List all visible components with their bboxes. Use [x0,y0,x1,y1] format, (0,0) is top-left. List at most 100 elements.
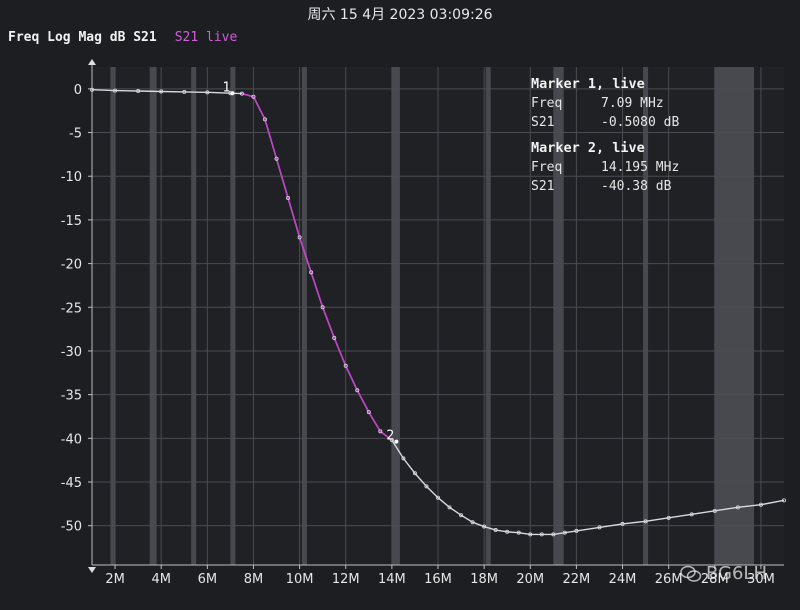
s21-point-44 [758,502,763,507]
s21-point-11 [286,196,291,201]
s21-point-8 [251,94,256,99]
marker-1-title: Marker 1, live [531,76,645,92]
x-tick-label-8: 18M [470,572,498,587]
ham-band-4 [301,67,307,565]
marker-readout: Marker 1, live Freq 7.09 MHz S21 -0.5080 dB M… [531,76,679,194]
s21-point-4 [182,89,187,94]
marker-1-dot [230,91,235,96]
marker-1-freq-label: Freq [531,96,562,111]
axes-layer: 0 -5 -10 -15 -20 -25 -30 -35 -40 -45 -50 2M 4M 6M 8M 10… [61,59,784,587]
marker-1-s-value: -0.5080 dB [601,115,679,130]
marker-2-s-label: S21 [531,179,554,194]
s21-point-41 [689,512,694,517]
y-tick-label-7: -35 [61,389,82,404]
wechat-icon [680,565,702,582]
ham-band-0 [110,67,116,565]
timestamp: 周六 15 4月 2023 03:09:26 [307,7,493,23]
y-tick-label-8: -40 [61,432,82,447]
s21-point-21 [401,456,406,461]
ham-band-8 [643,67,649,565]
trace-label: Freq Log Mag dB S21 [8,30,157,45]
s21-point-45 [782,498,787,503]
s21-point-30 [505,529,510,534]
s21-point-35 [562,530,567,535]
x-tick-label-7: 16M [424,572,452,587]
s21-point-1 [113,88,118,93]
x-tick-label-6: 14M [378,572,406,587]
marker-2-freq-label: Freq [531,160,562,175]
ham-band-7 [553,67,564,565]
s21-point-24 [435,495,440,500]
s21-point-31 [516,530,521,535]
x-tick-label-2: 6M [198,572,218,587]
x-tick-label-14: 30M [747,572,775,587]
y-tick-label-10: -50 [61,520,82,535]
x-tick-label-5: 12M [332,572,360,587]
y-axis-down-arrow [88,567,96,573]
s21-point-42 [712,508,717,513]
marker-2-s-value: -40.38 dB [601,179,672,194]
s21-point-32 [528,532,533,537]
y-tick-label-6: -30 [61,345,82,360]
s21-point-19 [378,429,383,434]
s21-point-7 [239,91,244,96]
s21-point-37 [597,525,602,530]
x-tick-label-1: 4M [151,572,171,587]
marker-1-s-label: S21 [531,115,554,130]
s21-point-0 [90,87,95,92]
s21-point-33 [539,532,544,537]
x-tick-label-4: 10M [286,572,314,587]
s21-point-16 [343,363,348,368]
s21-point-28 [482,524,487,529]
x-tick-label-11: 24M [609,572,637,587]
watermark-text: BG6LH [706,563,767,584]
ham-band-3 [230,67,236,565]
marker-layer: 12 [222,80,399,444]
s21-point-36 [574,528,579,533]
s21-point-5 [205,90,210,95]
s21-point-43 [735,505,740,510]
s21-live-segment [241,92,393,441]
s21-point-15 [332,335,337,340]
ham-band-2 [191,67,197,565]
ham-band-5 [391,67,400,565]
marker-2-freq-value: 14.195 MHz [601,160,679,175]
y-tick-label-5: -25 [61,301,82,316]
s21-point-9 [262,117,267,122]
s21-point-13 [309,270,314,275]
marker-1-freq-value: 7.09 MHz [601,96,664,111]
y-tick-label-0: 0 [74,83,82,98]
marker-2-dot [394,439,399,444]
y-tick-label-9: -45 [61,476,82,491]
marker-2-title: Marker 2, live [531,140,645,156]
x-tick-label-0: 2M [105,572,125,587]
s21-point-12 [297,235,302,240]
y-tick-label-1: -5 [69,127,82,142]
s21-point-17 [355,388,360,393]
x-tick-label-10: 22M [563,572,591,587]
s21-point-14 [320,305,325,310]
marker-2-label: 2 [386,429,394,444]
y-tick-label-4: -20 [61,258,82,273]
s21-point-3 [159,89,164,94]
s21-point-2 [136,89,141,94]
x-tick-label-9: 20M [516,572,544,587]
ham-band-6 [485,67,491,565]
s21-point-38 [620,521,625,526]
ham-band-9 [714,67,755,565]
s21-point-22 [412,471,417,476]
live-label: S21 live [174,30,238,45]
s21-point-26 [459,513,464,518]
s21-point-20 [389,438,394,443]
trace-title: Freq Log Mag dB S21 S21 live [8,30,237,45]
s21-point-10 [274,156,279,161]
s21-point-40 [666,515,671,520]
y-axis-up-arrow [88,59,96,65]
marker-1-label: 1 [222,80,230,95]
s21-point-39 [643,519,648,524]
s21-point-27 [470,520,475,525]
grid-layer [92,67,784,565]
s21-point-29 [493,528,498,533]
x-tick-label-12: 26M [655,572,683,587]
